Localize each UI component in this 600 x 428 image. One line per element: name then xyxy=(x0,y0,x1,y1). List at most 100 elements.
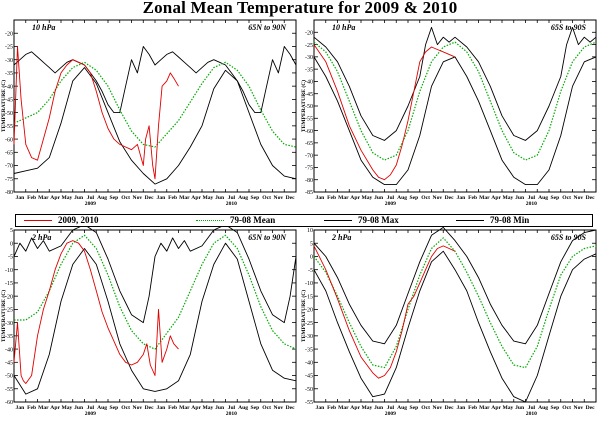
x-tick-label: May xyxy=(202,405,213,411)
x-tick-label: Oct xyxy=(262,405,271,411)
x-tick-label: Apr xyxy=(491,195,501,201)
region-label: 65S to 90S xyxy=(551,23,587,32)
y-axis-label: TEMPERATURE (C) xyxy=(300,80,307,132)
y-tick-label: 0 xyxy=(10,241,13,247)
y-tick-label: -50 xyxy=(305,104,313,110)
y-tick-label: -50 xyxy=(5,374,13,380)
x-tick-label: Sep xyxy=(251,195,260,201)
year-label: 2009 xyxy=(85,201,96,207)
x-tick-label: Apr xyxy=(50,405,60,411)
x-tick-label: Aug xyxy=(397,405,407,411)
x-tick-label: Nov xyxy=(133,195,143,201)
plot-frame xyxy=(13,19,297,193)
series-line-79-08-mean xyxy=(313,41,597,161)
y-tick-label: -75 xyxy=(305,166,313,172)
x-tick-label: Oct xyxy=(121,195,130,201)
y-tick-label: -35 xyxy=(5,71,13,77)
x-tick-label: Jan xyxy=(457,195,467,201)
y-tick-label: -15 xyxy=(5,281,13,287)
x-tick-label: Jan xyxy=(16,405,26,411)
chart-panel-2hpa-65n-90n: -60-55-50-45-40-35-30-25-20-15-10-505Jan… xyxy=(0,226,297,417)
region-label: 65S to 90S xyxy=(551,233,587,242)
x-tick-label: Oct xyxy=(421,195,430,201)
x-tick-label: Dec xyxy=(145,405,155,411)
y-axis-label: TEMPERATURE (C) xyxy=(0,80,7,132)
page-title: Zonal Mean Temperature for 2009 & 2010 xyxy=(142,0,458,17)
legend-label: 79-08 Mean xyxy=(230,215,276,225)
x-tick-label: May xyxy=(61,195,72,201)
x-tick-label: Jan xyxy=(157,405,167,411)
legend-swatch-mean xyxy=(196,220,224,221)
y-tick-label: -60 xyxy=(305,129,313,135)
x-tick-label: Feb xyxy=(168,195,177,201)
x-tick-label: Feb xyxy=(27,405,36,411)
y-axis-label: TEMPERATURE (C) xyxy=(300,290,307,342)
year-label: 2010 xyxy=(226,411,237,417)
y-tick-label: -25 xyxy=(5,45,13,51)
year-label: 2009 xyxy=(85,411,96,417)
y-tick-label: -50 xyxy=(5,111,13,117)
year-label: 2010 xyxy=(226,201,237,207)
y-tick-label: -35 xyxy=(5,334,13,340)
y-tick-label: 0 xyxy=(310,255,313,261)
x-tick-label: Jul xyxy=(528,405,536,411)
y-tick-label: -25 xyxy=(5,308,13,314)
x-tick-label: Jun xyxy=(374,405,384,411)
y-tick-label: -10 xyxy=(5,268,13,274)
x-tick-label: Jan xyxy=(16,195,26,201)
legend-label: 2009, 2010 xyxy=(58,215,99,225)
y-tick-label: -40 xyxy=(305,361,313,367)
y-tick-label: -5 xyxy=(8,255,13,261)
pressure-label: 10 hPa xyxy=(332,23,355,32)
legend-swatch-max xyxy=(324,220,352,221)
x-tick-label: Nov xyxy=(133,405,143,411)
y-tick-label: -55 xyxy=(305,400,313,406)
y-tick-label: -80 xyxy=(5,190,13,196)
y-tick-label: 10 xyxy=(307,228,313,234)
x-tick-label: Apr xyxy=(491,405,501,411)
x-tick-label: Nov xyxy=(574,405,584,411)
x-tick-label: Aug xyxy=(238,195,248,201)
x-tick-label: Sep xyxy=(410,405,419,411)
y-tick-label: -35 xyxy=(305,67,313,73)
y-tick-label: -55 xyxy=(305,116,313,122)
series-line-79-08-min xyxy=(13,67,297,185)
x-tick-label: Mar xyxy=(179,405,190,411)
series-line-2009-2010 xyxy=(13,46,179,180)
y-tick-label: -15 xyxy=(305,294,313,300)
y-tick-label: 5 xyxy=(10,228,13,234)
chart-panel-10hpa-65s-90s: -85 -80 -75 -70 -65 -60 -55 -50 -45 -40 -35 -30 -25 -… xyxy=(300,19,597,207)
x-tick-label: Oct xyxy=(121,405,130,411)
series-line-2009-2010 xyxy=(313,44,456,181)
y-tick-label: -20 xyxy=(5,294,13,300)
x-tick-label: Oct xyxy=(262,195,271,201)
x-tick-label: Jul xyxy=(387,195,395,201)
x-tick-label: Dec xyxy=(445,195,455,201)
x-tick-label: Aug xyxy=(238,405,248,411)
x-tick-label: Jul xyxy=(87,195,95,201)
series-line-79-08-min xyxy=(313,250,597,403)
x-tick-label: Dec xyxy=(145,195,155,201)
x-tick-label: Oct xyxy=(562,195,571,201)
x-tick-label: Nov xyxy=(274,405,284,411)
x-tick-label: Nov xyxy=(433,195,443,201)
plot-frame xyxy=(313,19,597,193)
x-tick-label: Mar xyxy=(338,405,349,411)
x-tick-label: Feb xyxy=(468,405,477,411)
y-tick-label: 5 xyxy=(310,241,313,247)
x-tick-label: Jul xyxy=(528,195,536,201)
x-tick-label: Aug xyxy=(97,195,107,201)
x-tick-label: Jan xyxy=(157,195,167,201)
x-tick-label: Mar xyxy=(338,195,349,201)
y-tick-label: -55 xyxy=(5,387,13,393)
y-tick-label: -50 xyxy=(305,387,313,393)
y-tick-label: -5 xyxy=(308,268,313,274)
year-label: 2010 xyxy=(526,201,537,207)
x-tick-label: Sep xyxy=(551,405,560,411)
y-tick-label: -30 xyxy=(305,55,313,61)
x-tick-label: Jun xyxy=(374,195,384,201)
y-tick-label: -45 xyxy=(305,92,313,98)
year-label: 2009 xyxy=(385,411,396,417)
x-tick-label: Oct xyxy=(562,405,571,411)
